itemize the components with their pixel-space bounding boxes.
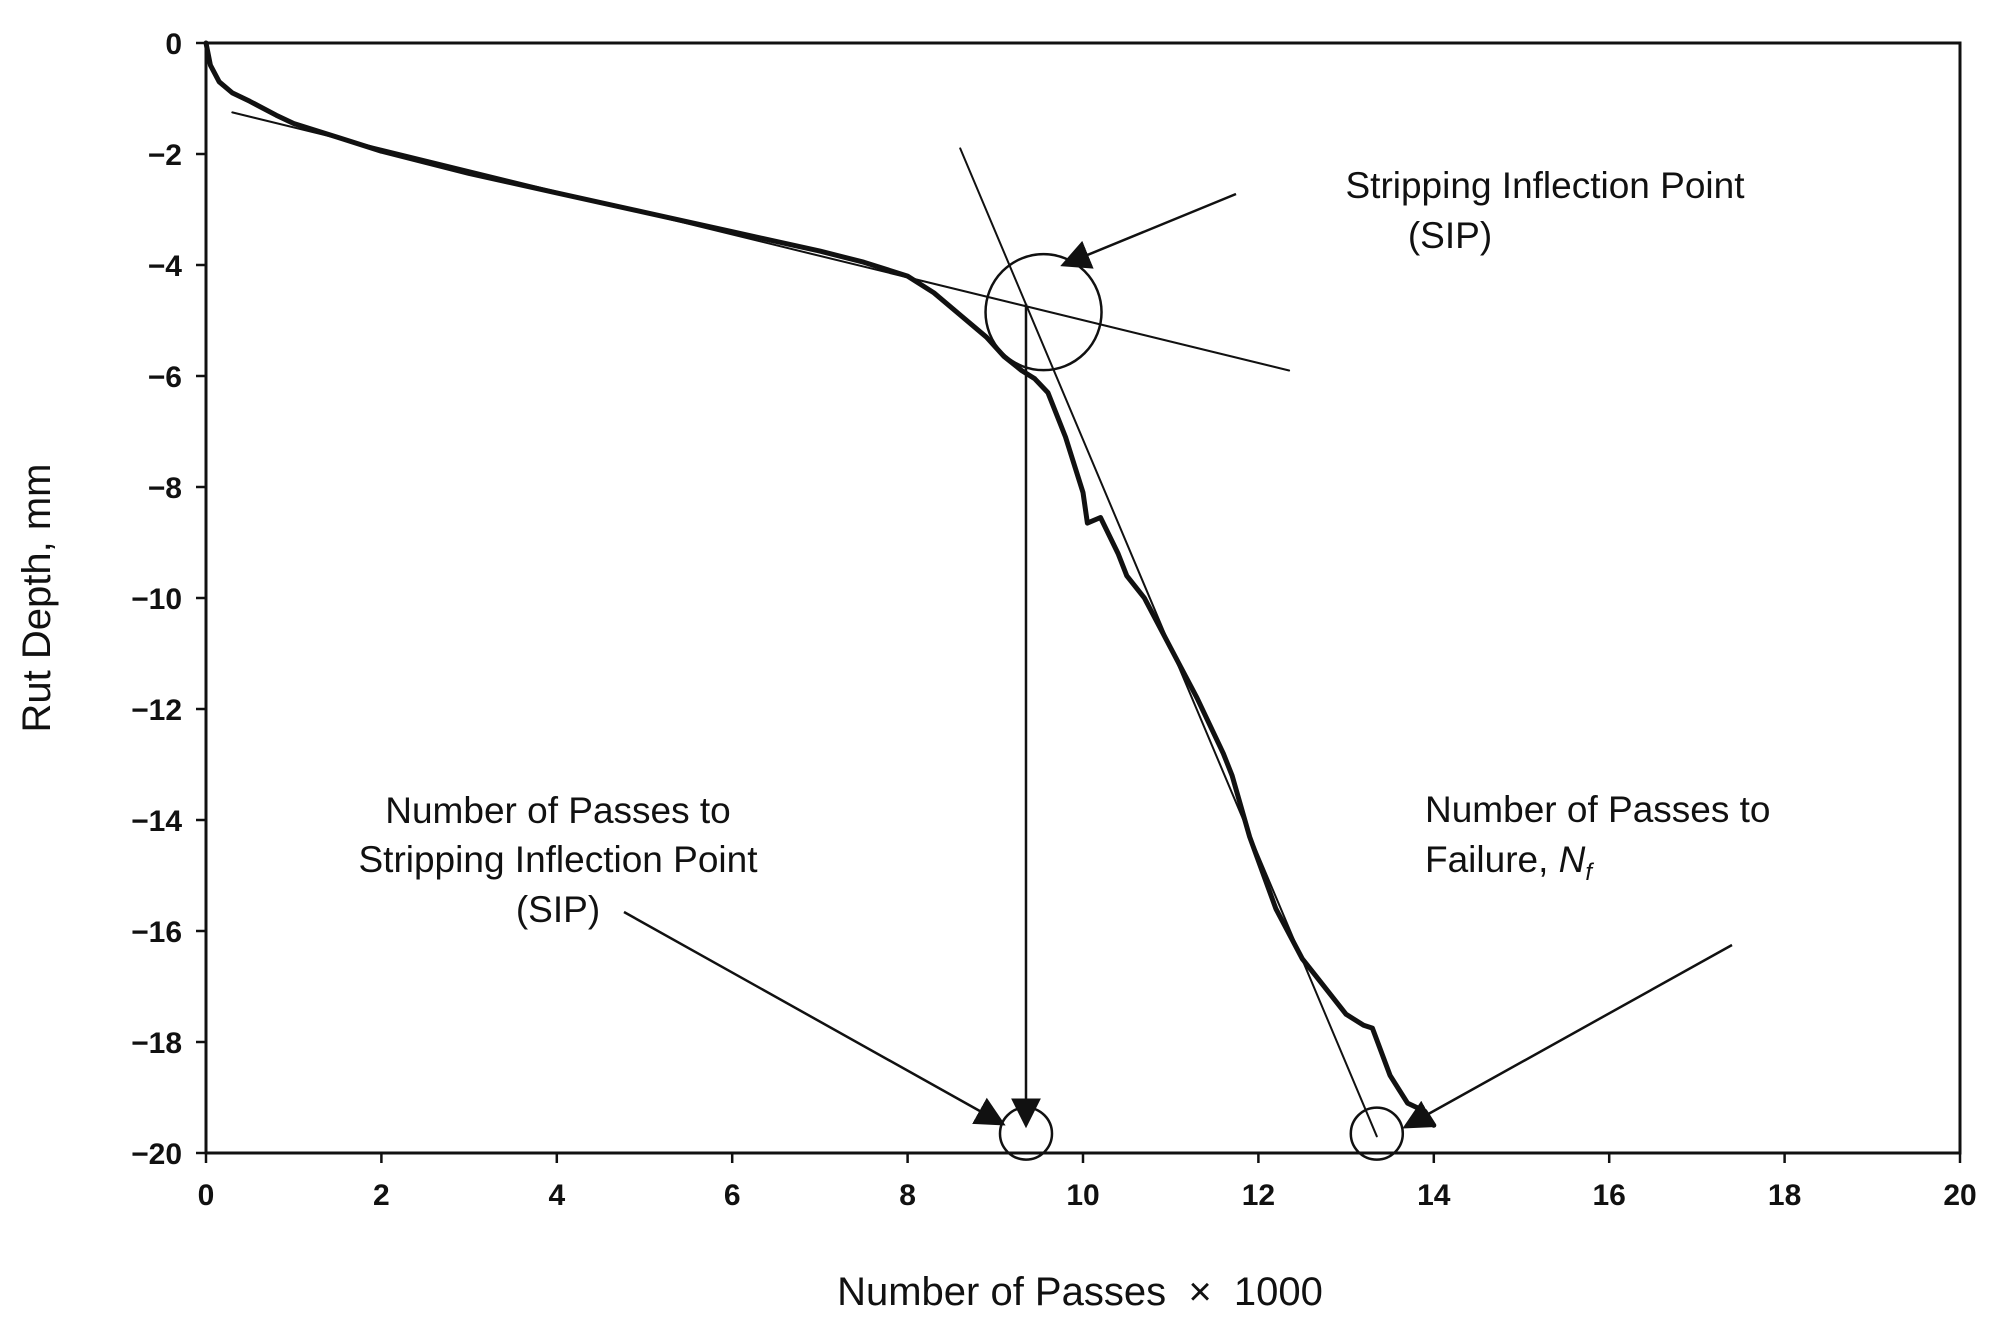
failure-annotation-subscript: f	[1585, 859, 1594, 886]
x-tick-label: 6	[724, 1179, 741, 1212]
x-tick-label: 8	[899, 1179, 916, 1212]
failure-circle	[1349, 1106, 1405, 1161]
y-tick-label: −4	[148, 250, 183, 283]
x-tick-label: 4	[548, 1179, 565, 1212]
passes-sip-annotation-line1: Number of Passes to	[385, 790, 730, 831]
x-axis-title: Number of Passes × 1000	[837, 1270, 1323, 1314]
failure-annotation-arrow	[1402, 943, 1733, 1129]
x-tick-label: 10	[1066, 1179, 1099, 1212]
plot-area	[204, 41, 1962, 1155]
sip-annotation-arrow	[1060, 192, 1237, 269]
x-tick-label: 12	[1242, 1179, 1275, 1212]
series-layer	[203, 40, 1437, 1138]
y-axis-ticks: 0 −2 −4 −6 −8 −10 −12 −14 −16 −18 −20	[131, 28, 206, 1171]
y-tick-label: −18	[131, 1027, 182, 1060]
sip-circle	[984, 252, 1103, 372]
y-tick-label: −12	[131, 694, 182, 727]
failure-annotation-n: N	[1559, 839, 1586, 880]
x-tick-label: 16	[1593, 1179, 1626, 1212]
x-tick-label: 14	[1417, 1179, 1451, 1212]
y-tick-label: −10	[131, 583, 182, 616]
x-tick-label: 20	[1943, 1179, 1976, 1212]
y-tick-label: −2	[148, 139, 182, 172]
passes-sip-annotation-line3: (SIP)	[516, 889, 600, 930]
failure-annotation-line1: Number of Passes to	[1425, 789, 1770, 830]
creep-tangent-line	[231, 111, 1291, 372]
x-tick-label: 18	[1768, 1179, 1801, 1212]
y-tick-label: 0	[165, 28, 182, 61]
y-tick-label: −20	[131, 1138, 182, 1171]
failure-annotation-line2: Failure, Nf	[1425, 839, 1594, 886]
sip-annotation-line1: Stripping Inflection Point	[1345, 165, 1745, 206]
y-tick-label: −14	[131, 805, 182, 838]
x-axis-ticks: 0 2 4 6 8 10 12 14 16 18 20	[198, 1153, 1977, 1212]
y-tick-label: −6	[148, 361, 182, 394]
passes-sip-annotation-arrow	[623, 910, 1006, 1126]
passes-sip-annotation-line2: Stripping Inflection Point	[358, 839, 758, 880]
y-tick-label: −16	[131, 916, 182, 949]
y-axis-title: Rut Depth, mm	[15, 464, 59, 733]
marker-layer	[984, 252, 1405, 1161]
y-tick-label: −8	[148, 472, 182, 505]
sip-annotation-line2: (SIP)	[1408, 215, 1492, 256]
x-tick-label: 2	[373, 1179, 390, 1212]
x-tick-label: 0	[198, 1179, 215, 1212]
failure-annotation-text: Failure,	[1425, 839, 1548, 880]
stripping-tangent-line	[959, 147, 1378, 1138]
